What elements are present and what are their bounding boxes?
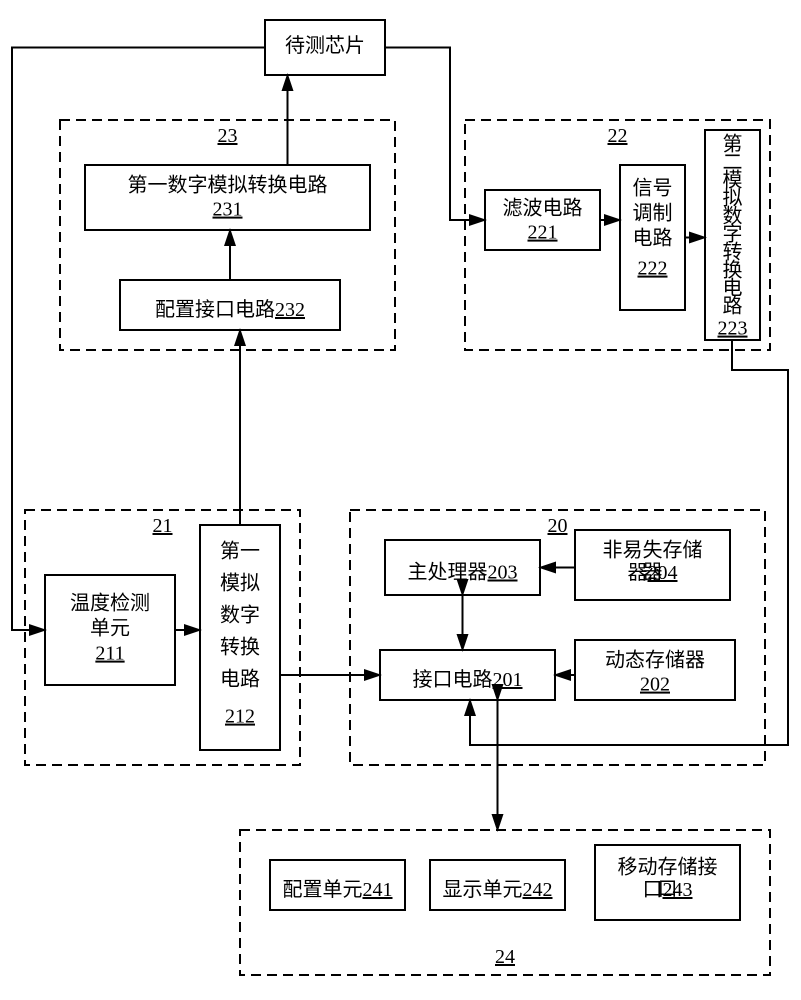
svg-text:21: 21 [153,515,173,537]
svg-text:211: 211 [95,643,124,665]
svg-text:主处理器203: 主处理器203 [408,560,518,583]
svg-text:配置单元241: 配置单元241 [283,878,393,901]
svg-text:显示单元242: 显示单元242 [443,878,553,901]
svg-text:动态存储器: 动态存储器 [605,649,705,672]
svg-text:212: 212 [225,706,255,728]
svg-text:221: 221 [528,222,558,244]
svg-text:温度检测: 温度检测 [70,592,150,615]
svg-text:模拟: 模拟 [220,572,260,595]
svg-text:待测芯片: 待测芯片 [285,34,365,57]
svg-text:202: 202 [640,674,670,696]
svg-text:接口电路201: 接口电路201 [413,668,523,691]
svg-text:口243: 口243 [643,879,693,901]
svg-text:转换: 转换 [220,636,260,659]
svg-text:配置接口电路232: 配置接口电路232 [155,298,305,321]
svg-text:路: 路 [723,295,743,318]
svg-text:231: 231 [213,199,243,221]
svg-text:单元: 单元 [90,617,130,640]
svg-text:22: 22 [608,125,628,147]
svg-text:第一: 第一 [220,540,260,563]
svg-text:非易失存储: 非易失存储 [603,539,703,562]
svg-text:20: 20 [548,515,568,537]
svg-text:222: 222 [638,258,668,280]
svg-text:24: 24 [495,946,515,968]
svg-text:电路: 电路 [220,668,260,691]
svg-text:滤波电路: 滤波电路 [503,197,583,220]
block-diagram: 待测芯片23第一数字模拟转换电路231配置接口电路23222滤波电路221信号调… [0,0,801,1000]
svg-text:电路: 电路 [633,227,673,250]
svg-text:23: 23 [218,125,238,147]
svg-text:数字: 数字 [220,604,260,627]
svg-text:第一数字模拟转换电路: 第一数字模拟转换电路 [128,174,328,197]
svg-text:移动存储接: 移动存储接 [618,856,718,879]
svg-text:223: 223 [718,318,748,340]
svg-text:器204: 器204 [628,562,678,584]
svg-text:信号: 信号 [633,177,673,200]
svg-text:调制: 调制 [633,202,673,225]
